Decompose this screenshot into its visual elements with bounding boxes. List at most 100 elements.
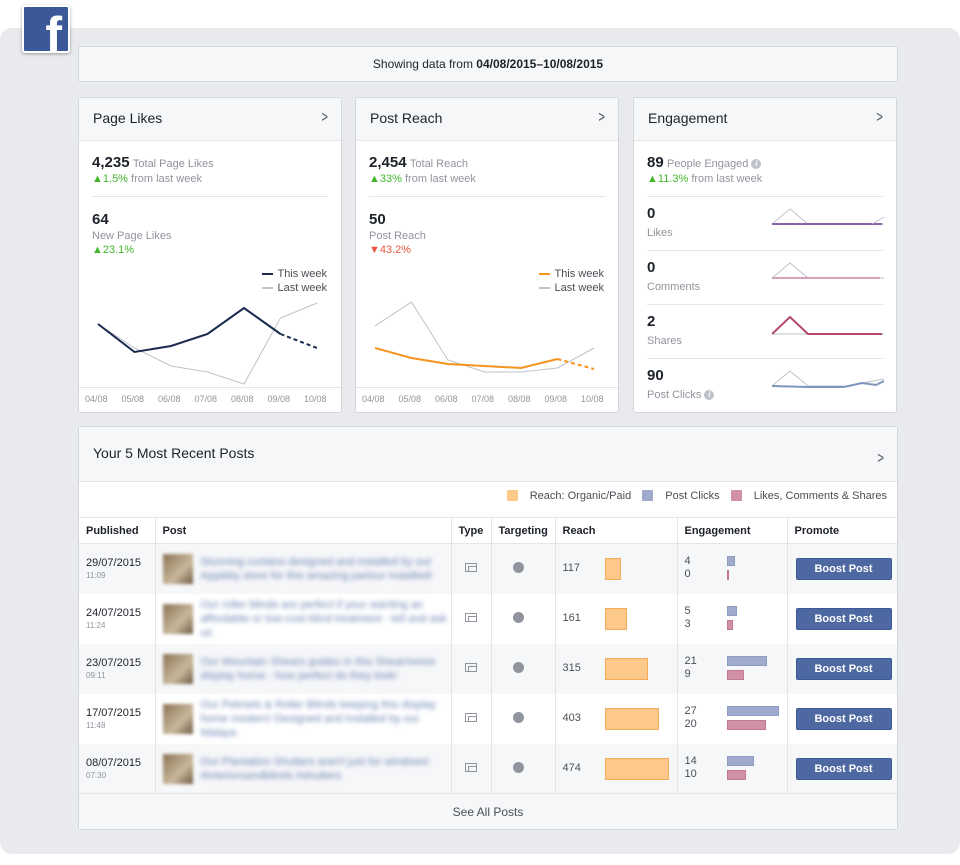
post-clicks-sparkline	[772, 370, 884, 388]
reach-cell: 117	[554, 543, 677, 594]
post-text[interactable]: Our roller blinds are perfect if your wa…	[200, 598, 447, 639]
legend-last-week: Last week	[262, 281, 327, 295]
x-tick-label: 04/08	[85, 394, 108, 404]
total-page-likes-change: ▲1.5% from last week	[92, 173, 202, 185]
post-thumbnail[interactable]	[162, 653, 193, 684]
post-reach-metric: 50 Post Reach ▼43.2%	[369, 211, 426, 256]
post-text[interactable]: Our Pelmets & Roller Blinds keeping this…	[200, 698, 436, 739]
total-reach-value: 2,454	[369, 154, 407, 171]
post-thumbnail[interactable]	[162, 603, 193, 634]
reach-cell: 161	[554, 593, 677, 644]
published-date: 08/07/2015	[86, 757, 142, 769]
x-tick-label: 05/08	[121, 394, 145, 404]
post-thumbnail[interactable]	[162, 753, 193, 784]
chevron-right-icon[interactable]: >	[321, 109, 328, 126]
page-likes-title: Page Likes	[93, 110, 163, 126]
column-header-reach[interactable]: Reach	[554, 517, 677, 544]
post-cell[interactable]: Our Plantation Shutters aren't just for …	[154, 743, 451, 794]
post-reach-change: ▼43.2%	[369, 244, 412, 256]
post-cell[interactable]: Our Mountain Shears guides in this Shear…	[154, 643, 451, 694]
globe-icon	[512, 761, 524, 773]
boost-post-button[interactable]: Boost Post	[795, 707, 892, 730]
new-page-likes-label: New Page Likes	[92, 230, 172, 242]
x-tick-label: 07/08	[471, 394, 495, 404]
x-axis	[79, 387, 341, 388]
table-row: 08/07/2015 07:30 Our Plantation Shutters a…	[79, 743, 897, 794]
column-header-engagement[interactable]: Engagement	[676, 517, 787, 544]
published-date: 24/07/2015	[86, 607, 142, 619]
column-header-published[interactable]: Published	[79, 517, 155, 544]
legend-swatch-likes	[730, 490, 742, 501]
engagement-header[interactable]: Engagement >	[634, 98, 896, 141]
post-text[interactable]: Stunning curtains designed and installed…	[200, 555, 433, 582]
likes-comments-shares-value: 9	[684, 667, 691, 680]
boost-post-button[interactable]: Boost Post	[795, 607, 892, 630]
post-text[interactable]: Our Plantation Shutters aren't just for …	[200, 755, 430, 782]
reach-bar	[604, 707, 659, 730]
posts-table: Published Post Type Targeting Reach Enga…	[79, 517, 897, 794]
type-cell	[450, 743, 491, 794]
post-cell[interactable]: Our roller blinds are perfect if your wa…	[154, 593, 451, 644]
x-tick-label: 06/08	[158, 394, 181, 404]
people-engaged-change: ▲11.3% from last week	[647, 173, 763, 185]
targeting-cell	[490, 543, 555, 594]
reach-cell: 315	[554, 643, 677, 694]
reach-bar	[604, 757, 669, 780]
boost-post-button[interactable]: Boost Post	[795, 757, 892, 780]
chevron-right-icon[interactable]: >	[598, 109, 605, 126]
post-reach-title: Post Reach	[370, 110, 443, 126]
likes-comments-shares-value: 0	[684, 568, 691, 580]
column-header-targeting[interactable]: Targeting	[490, 517, 555, 544]
promote-cell: Boost Post	[786, 743, 897, 794]
post-clicks-value: 90	[647, 367, 664, 384]
engagement-title: Engagement	[648, 110, 728, 126]
chevron-right-icon[interactable]: >	[876, 109, 883, 126]
x-tick-label: 09/08	[267, 394, 291, 404]
x-tick-label: 04/08	[362, 394, 385, 404]
table-row: 24/07/2015 11:24 Our roller blinds are per…	[79, 593, 897, 644]
people-engaged-value: 89	[647, 154, 664, 171]
boost-post-button[interactable]: Boost Post	[795, 657, 892, 680]
total-reach-label: Total Reach	[409, 158, 468, 170]
promote-cell: Boost Post	[786, 693, 897, 744]
published-cell: 23/07/2015 09:11	[79, 643, 155, 694]
new-page-likes-value: 64	[92, 211, 109, 228]
boost-post-button[interactable]: Boost Post	[795, 557, 892, 580]
engagement-cell: 14 10	[676, 743, 787, 794]
date-range-prefix: Showing data from	[372, 57, 473, 71]
shares-sparkline	[772, 315, 884, 335]
post-clicks-bar	[726, 755, 754, 766]
post-clicks-bar	[726, 556, 735, 566]
this-week-line	[374, 347, 558, 370]
info-icon[interactable]: i	[704, 390, 715, 400]
see-all-posts-link[interactable]: See All Posts	[79, 793, 897, 829]
total-reach-change: ▲33% from last week	[369, 173, 476, 185]
x-tick-label: 10/08	[304, 394, 327, 404]
column-header-promote[interactable]: Promote	[786, 517, 897, 544]
post-thumbnail[interactable]	[162, 703, 193, 734]
column-header-type[interactable]: Type	[450, 517, 491, 544]
x-axis	[356, 387, 618, 388]
facebook-logo-icon: f	[22, 5, 70, 53]
column-header-post[interactable]: Post	[154, 517, 451, 544]
post-thumbnail[interactable]	[162, 553, 193, 584]
post-cell[interactable]: Stunning curtains designed and installed…	[154, 543, 451, 594]
recent-posts-header[interactable]: Your 5 Most Recent Posts >	[79, 427, 897, 482]
promote-cell: Boost Post	[786, 543, 897, 594]
type-cell	[450, 543, 491, 594]
targeting-cell	[490, 643, 555, 694]
engagement-cell: 27 20	[676, 693, 787, 744]
post-cell[interactable]: Our Pelmets & Roller Blinds keeping this…	[154, 693, 451, 744]
chevron-right-icon[interactable]: >	[877, 450, 884, 467]
info-icon[interactable]: i	[751, 159, 762, 169]
legend-last-week: Last week	[539, 281, 604, 295]
post-clicks-bar	[726, 705, 779, 716]
likes-bar	[726, 769, 746, 780]
published-time: 07:30	[86, 771, 107, 780]
post-reach-header[interactable]: Post Reach >	[356, 98, 618, 141]
post-text[interactable]: Our Mountain Shears guides in this Shear…	[200, 655, 436, 682]
post-clicks-value: 21	[684, 654, 697, 667]
globe-icon	[512, 711, 524, 723]
page-likes-header[interactable]: Page Likes >	[79, 98, 341, 141]
